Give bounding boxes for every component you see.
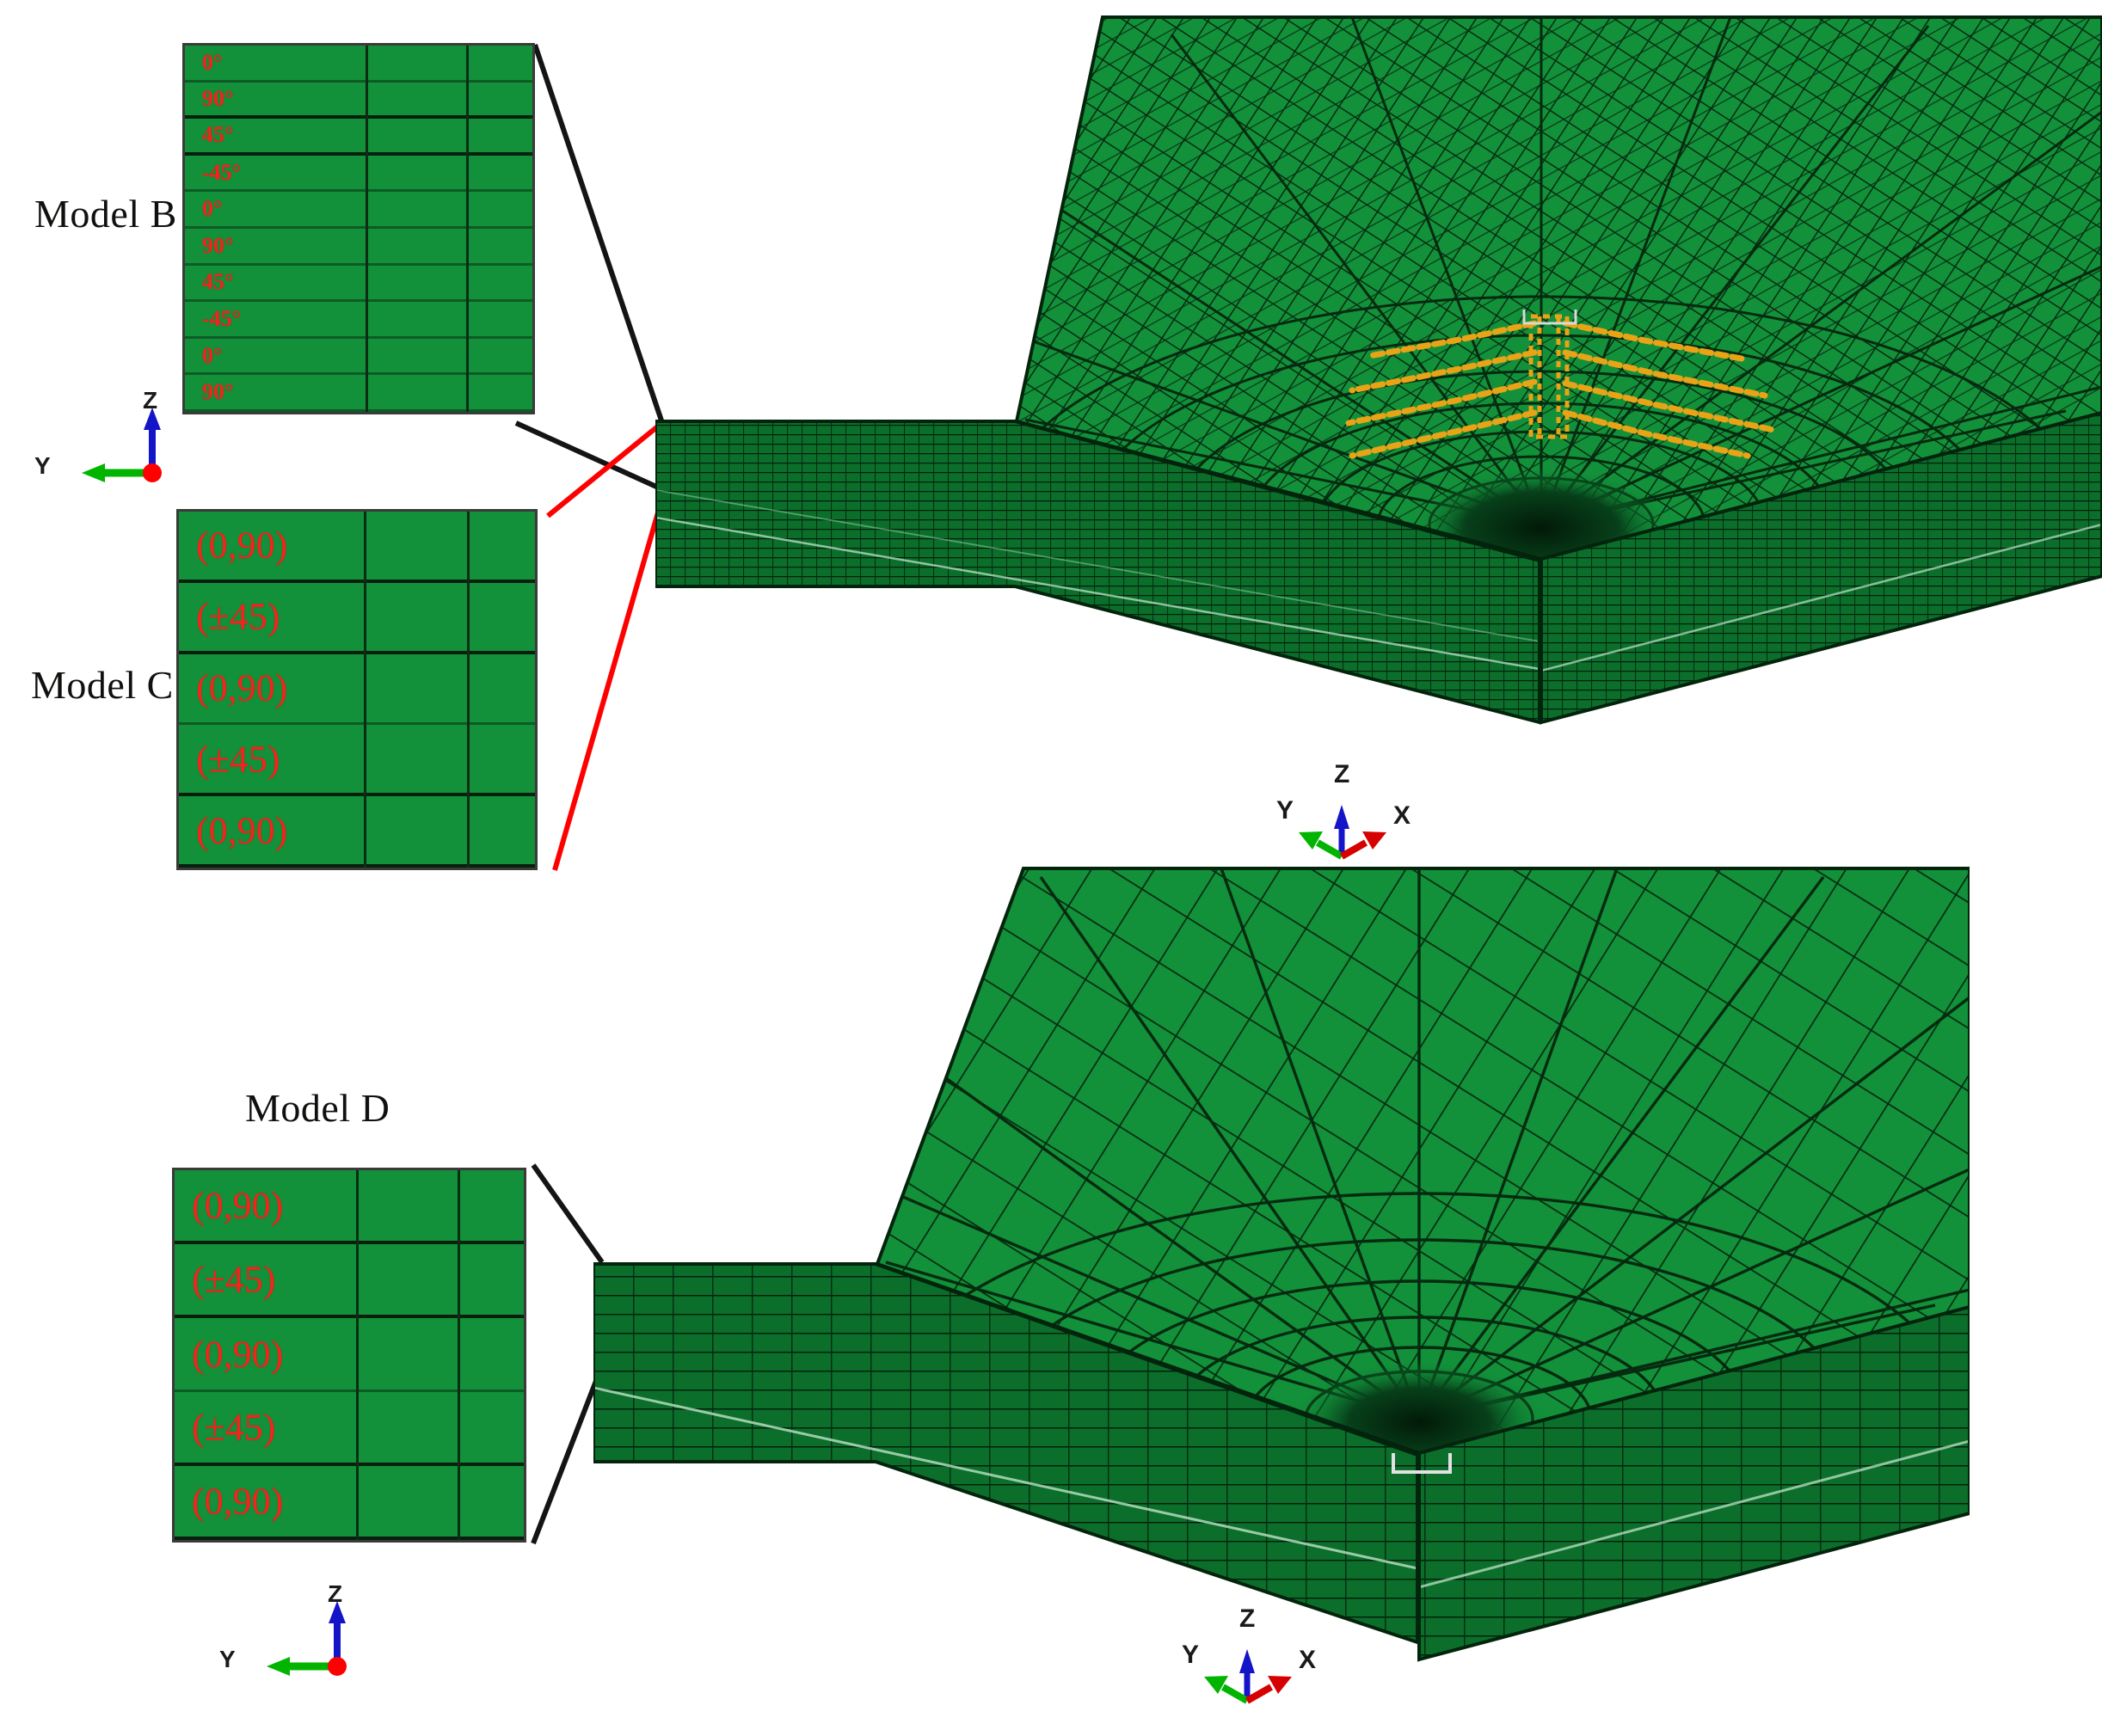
ply-layer: (0,90) bbox=[179, 796, 535, 868]
ply-orientation-label: 45° bbox=[202, 122, 234, 148]
ply-layer: (±45) bbox=[175, 1392, 524, 1466]
axis-label-y: Y bbox=[1276, 796, 1294, 825]
ply-orientation-label: 90° bbox=[202, 379, 234, 405]
stack-vertical-rule bbox=[466, 46, 470, 412]
ply-orientation-label: -45° bbox=[202, 305, 242, 331]
axis-label-z: Z bbox=[143, 387, 158, 414]
ply-orientation-label: (±45) bbox=[196, 738, 280, 781]
ply-orientation-label: (0,90) bbox=[196, 666, 288, 709]
model-c-layup-stack: (0,90) (±45) (0,90) (±45) (0,90) bbox=[176, 509, 538, 870]
ply-layer: 45° bbox=[185, 119, 532, 156]
ply-orientation-label: 0° bbox=[202, 196, 223, 222]
model-d-layup-stack: (0,90) (±45) (0,90) (±45) (0,90) bbox=[172, 1168, 526, 1543]
ply-layer: (0,90) bbox=[175, 1466, 524, 1540]
model-b-caption: Model B bbox=[34, 192, 177, 236]
leader-model-b-bottom bbox=[514, 420, 666, 493]
axis-y-shaft bbox=[1316, 839, 1343, 860]
stack-vertical-rule bbox=[366, 46, 369, 412]
ply-layer: 90° bbox=[185, 228, 532, 266]
ply-layer: (±45) bbox=[175, 1244, 524, 1318]
stack-vertical-rule bbox=[364, 512, 367, 868]
axis-x-shaft bbox=[1340, 839, 1368, 860]
ply-layer: 0° bbox=[185, 46, 532, 83]
axis-label-x: X bbox=[1393, 801, 1411, 830]
cohesive-elements bbox=[1345, 320, 1777, 459]
ply-orientation-label: 90° bbox=[202, 85, 234, 111]
triad-stack-lower: Z Y bbox=[219, 1580, 391, 1692]
ply-orientation-label: (0,90) bbox=[192, 1333, 284, 1375]
axis-y-shaft bbox=[1221, 1684, 1249, 1704]
axis-origin-marker bbox=[143, 463, 162, 482]
ply-layer: (0,90) bbox=[179, 653, 535, 726]
axis-label-z: Z bbox=[328, 1580, 343, 1607]
axis-y-arrow bbox=[82, 463, 105, 482]
axis-x-shaft bbox=[1245, 1684, 1273, 1704]
stack-vertical-rule bbox=[467, 512, 470, 868]
ply-layer: 90° bbox=[185, 82, 532, 120]
triad-stack-upper: Z Y bbox=[34, 387, 206, 499]
model-c-caption: Model C bbox=[31, 663, 174, 707]
axis-label-y: Y bbox=[219, 1646, 236, 1672]
cohesive-hole-column bbox=[1528, 314, 1570, 439]
axis-y-arrow bbox=[1204, 1676, 1228, 1694]
leader-model-c-top bbox=[546, 419, 666, 518]
ply-layer: 90° bbox=[185, 375, 532, 412]
ply-orientation-label: (±45) bbox=[192, 1258, 276, 1301]
axis-label-y: Y bbox=[34, 452, 51, 479]
model-b-layup-stack: 0° 90° 45° -45° 0° 90° 45° -45° 0° 90° bbox=[182, 43, 535, 414]
ply-layer: -45° bbox=[185, 155, 532, 193]
ply-layer: 45° bbox=[185, 265, 532, 303]
stack-vertical-rule bbox=[457, 1170, 460, 1540]
ply-layer: -45° bbox=[185, 302, 532, 339]
leader-model-d-bottom bbox=[531, 1364, 605, 1545]
axis-z-arrow bbox=[144, 408, 161, 430]
axis-z-arrow bbox=[1334, 805, 1349, 829]
ply-orientation-label: 90° bbox=[202, 232, 234, 258]
ply-orientation-label: (±45) bbox=[196, 595, 280, 638]
ply-orientation-label: 45° bbox=[202, 269, 234, 295]
ply-orientation-label: (0,90) bbox=[192, 1480, 284, 1523]
ply-orientation-label: (0,90) bbox=[196, 524, 288, 567]
axis-z-arrow bbox=[1239, 1649, 1255, 1673]
leader-model-b-top bbox=[532, 44, 665, 424]
axis-x-arrow bbox=[1268, 1676, 1292, 1694]
triad-mesh-upper: Z Y X bbox=[1245, 760, 1435, 872]
ply-orientation-label: -45° bbox=[202, 159, 242, 185]
bolt-hole-outline bbox=[1392, 1453, 1452, 1474]
ply-layer: (0,90) bbox=[175, 1170, 524, 1244]
leader-model-d-top bbox=[531, 1163, 605, 1264]
ply-orientation-label: (0,90) bbox=[196, 809, 288, 852]
axis-y-arrow bbox=[1299, 831, 1323, 850]
ply-orientation-label: (0,90) bbox=[192, 1184, 284, 1227]
ply-orientation-label: 0° bbox=[202, 342, 223, 368]
axis-z-arrow bbox=[329, 1601, 346, 1623]
ply-orientation-label: (±45) bbox=[192, 1406, 276, 1449]
ply-layer: (±45) bbox=[179, 725, 535, 797]
fe-mesh-lower bbox=[593, 860, 1970, 1728]
fe-mesh-upper bbox=[655, 9, 2102, 868]
axis-y-arrow bbox=[267, 1657, 290, 1676]
axis-label-y: Y bbox=[1182, 1641, 1200, 1669]
ply-layer: 0° bbox=[185, 192, 532, 229]
stack-vertical-rule bbox=[356, 1170, 360, 1540]
model-d-caption: Model D bbox=[245, 1086, 390, 1130]
ply-layer: 0° bbox=[185, 338, 532, 376]
ply-layer: (±45) bbox=[179, 582, 535, 654]
triad-mesh-lower: Z Y X bbox=[1151, 1604, 1340, 1716]
ply-layer: (0,90) bbox=[179, 512, 535, 583]
axis-label-z: Z bbox=[1239, 1604, 1256, 1633]
bolt-hole-outline bbox=[1522, 310, 1577, 325]
axis-origin-marker bbox=[328, 1657, 347, 1676]
axis-label-x: X bbox=[1299, 1646, 1317, 1674]
ply-orientation-label: 0° bbox=[202, 49, 223, 75]
axis-label-z: Z bbox=[1334, 760, 1350, 788]
axis-x-arrow bbox=[1362, 831, 1386, 850]
ply-layer: (0,90) bbox=[175, 1318, 524, 1392]
leader-model-c-bottom bbox=[552, 491, 667, 871]
